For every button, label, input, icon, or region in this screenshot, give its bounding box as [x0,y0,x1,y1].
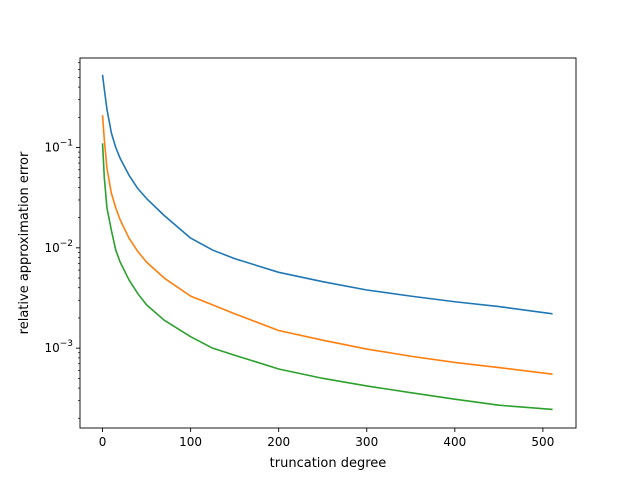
series-layer [101,74,553,411]
x-tick-label: 200 [267,435,290,449]
x-tick-label: 100 [179,435,202,449]
x-axis-label: truncation degree [270,456,387,471]
plot-area [80,58,576,428]
x-tick-label: 300 [355,435,378,449]
plot-frame [79,57,577,429]
y-tick-label: 10−1 [44,139,73,155]
y-axis-label: relative approximation error [17,151,32,334]
y-axis: 10−3 10−2 10−1 [44,62,80,419]
x-tick-label: 0 [99,435,107,449]
x-tick-label: 500 [531,435,554,449]
y-tick-label: 10−2 [44,239,73,255]
series-line-3 [101,143,553,411]
y-tick-label: 10−3 [44,339,73,355]
x-tick-label: 400 [443,435,466,449]
x-axis: 0 100 200 300 400 500 [99,428,554,449]
series-line-2 [101,115,553,375]
series-line-1 [101,74,553,315]
